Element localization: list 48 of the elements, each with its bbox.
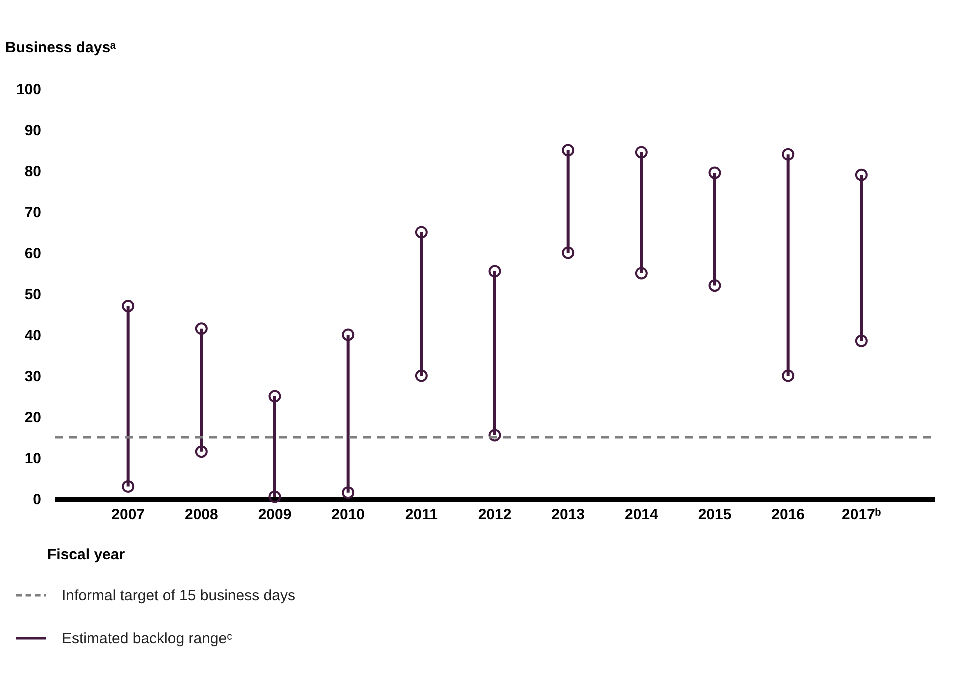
point [268, 390, 282, 403]
point [708, 166, 722, 180]
point [122, 480, 135, 493]
y-tick-label: 100 [16, 82, 42, 98]
x-tick-label: 2012 [478, 506, 512, 524]
point [268, 490, 282, 504]
legend-label: Informal target of 15 business days [62, 588, 296, 604]
x-tick-label: 2008 [184, 506, 218, 524]
point [562, 246, 575, 260]
x-tick-label: 2015 [698, 506, 732, 524]
point [415, 370, 428, 382]
point [855, 334, 868, 348]
point [562, 144, 575, 157]
y-tick-label: 40 [24, 328, 42, 344]
point [782, 370, 795, 382]
point [488, 429, 502, 442]
y-tick-label: 50 [24, 286, 42, 304]
point [488, 265, 502, 278]
point [195, 446, 208, 458]
y-axis-title: Business daysᵃ [6, 40, 117, 56]
y-tick-label: 10 [24, 450, 42, 468]
legend-label: Estimated backlog rangeᶜ [62, 630, 232, 648]
x-tick-label: 2017ᵇ [842, 506, 882, 524]
y-tick-label: 60 [24, 246, 42, 262]
x-tick-label: 2013 [552, 506, 586, 524]
x-tick-label: 2011 [405, 506, 438, 524]
point [782, 148, 795, 161]
point [195, 322, 208, 336]
point [342, 486, 355, 500]
point [708, 280, 722, 292]
point [855, 168, 868, 182]
point [122, 300, 135, 313]
x-axis-title: Fiscal year [48, 546, 126, 564]
x-tick-label: 2010 [332, 506, 366, 524]
y-tick-label: 20 [24, 410, 42, 426]
point [415, 226, 428, 239]
y-tick-label: 30 [24, 368, 42, 386]
x-tick-label: 2016 [772, 506, 806, 524]
y-tick-label: 90 [24, 122, 42, 140]
point [342, 328, 355, 342]
y-tick-label: 70 [24, 204, 42, 222]
y-tick-label: 80 [24, 164, 42, 180]
y-tick-label: 0 [33, 492, 42, 508]
point [635, 267, 648, 280]
x-tick-label: 2009 [258, 506, 292, 524]
x-tick-label: 2007 [112, 506, 146, 524]
point [635, 146, 648, 159]
x-tick-label: 2014 [624, 506, 660, 524]
